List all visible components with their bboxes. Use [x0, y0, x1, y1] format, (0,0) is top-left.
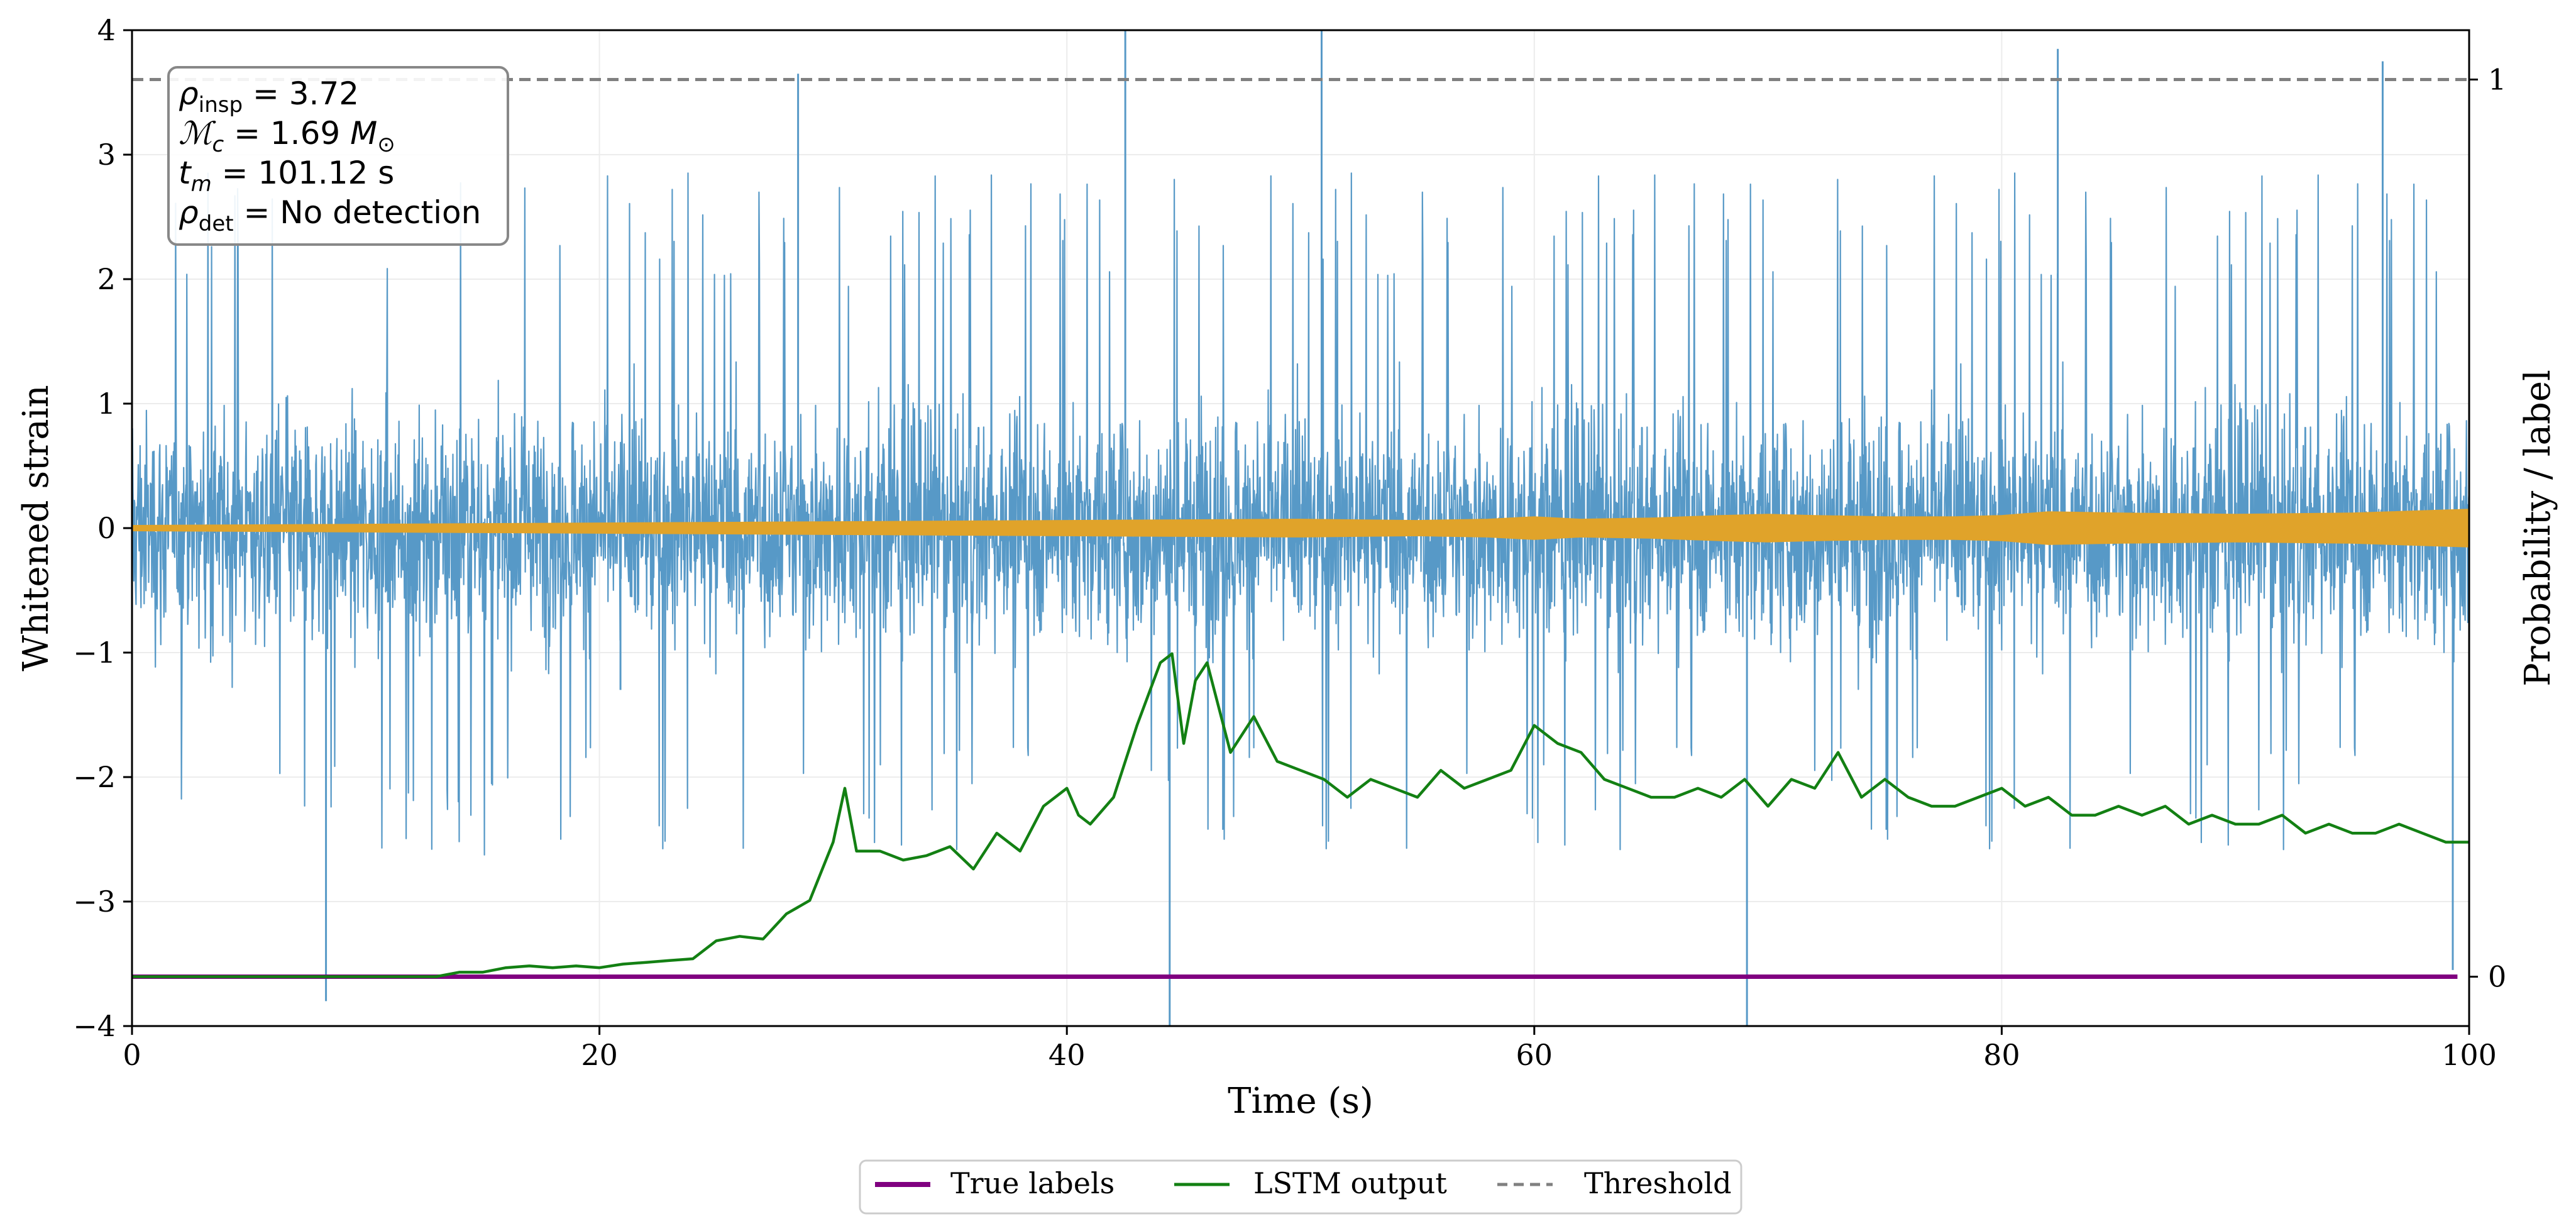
y-tick-label-left: −3	[73, 885, 116, 919]
y-tick-label-left: −1	[73, 636, 116, 670]
x-axis-label: Time (s)	[1228, 1081, 1373, 1122]
x-tick-label: 0	[123, 1038, 141, 1072]
x-tick-label: 80	[1983, 1038, 2020, 1072]
annotation-tm: tm = 101.12 s	[179, 155, 394, 197]
y-tick-label-right: 1	[2488, 62, 2506, 96]
legend-label-true-labels: True labels	[950, 1166, 1115, 1200]
y-axis-label-right: Probability / label	[2518, 370, 2558, 687]
x-tick-label: 100	[2441, 1038, 2497, 1072]
x-tick-label: 40	[1049, 1038, 1086, 1072]
annotation-rho-det: ρdet = No detection	[179, 194, 481, 236]
legend-label-threshold: Threshold	[1584, 1166, 1732, 1200]
y-tick-label-left: 2	[97, 262, 116, 296]
y-tick-label-left: 3	[97, 138, 116, 172]
legend: True labels LSTM output Threshold	[859, 1159, 1742, 1215]
annotation-rho-insp: ρinsp = 3.72	[179, 75, 359, 118]
lstm-output-line	[132, 652, 2469, 978]
x-tick-label: 60	[1516, 1038, 1553, 1072]
legend-frame	[859, 1159, 1742, 1215]
y-tick-label-left: −4	[73, 1009, 116, 1043]
y-axis-label-left: Whitened strain	[16, 385, 57, 671]
x-tick-label: 20	[581, 1038, 618, 1072]
y-tick-label-left: 0	[97, 511, 116, 545]
y-tick-label-left: 1	[97, 387, 116, 421]
annotation-box: ρinsp = 3.72 ℳc = 1.69 M⊙ tm = 101.12 s …	[167, 66, 509, 246]
y-tick-label-right: 0	[2488, 960, 2506, 994]
annotation-chirp-mass: ℳc = 1.69 M⊙	[179, 115, 395, 157]
legend-label-lstm-output: LSTM output	[1253, 1166, 1447, 1200]
plot-area	[132, 30, 2469, 1026]
signal-envelope	[132, 509, 2469, 548]
y-tick-label-left: −2	[73, 760, 116, 794]
y-tick-label-left: 4	[97, 13, 116, 47]
